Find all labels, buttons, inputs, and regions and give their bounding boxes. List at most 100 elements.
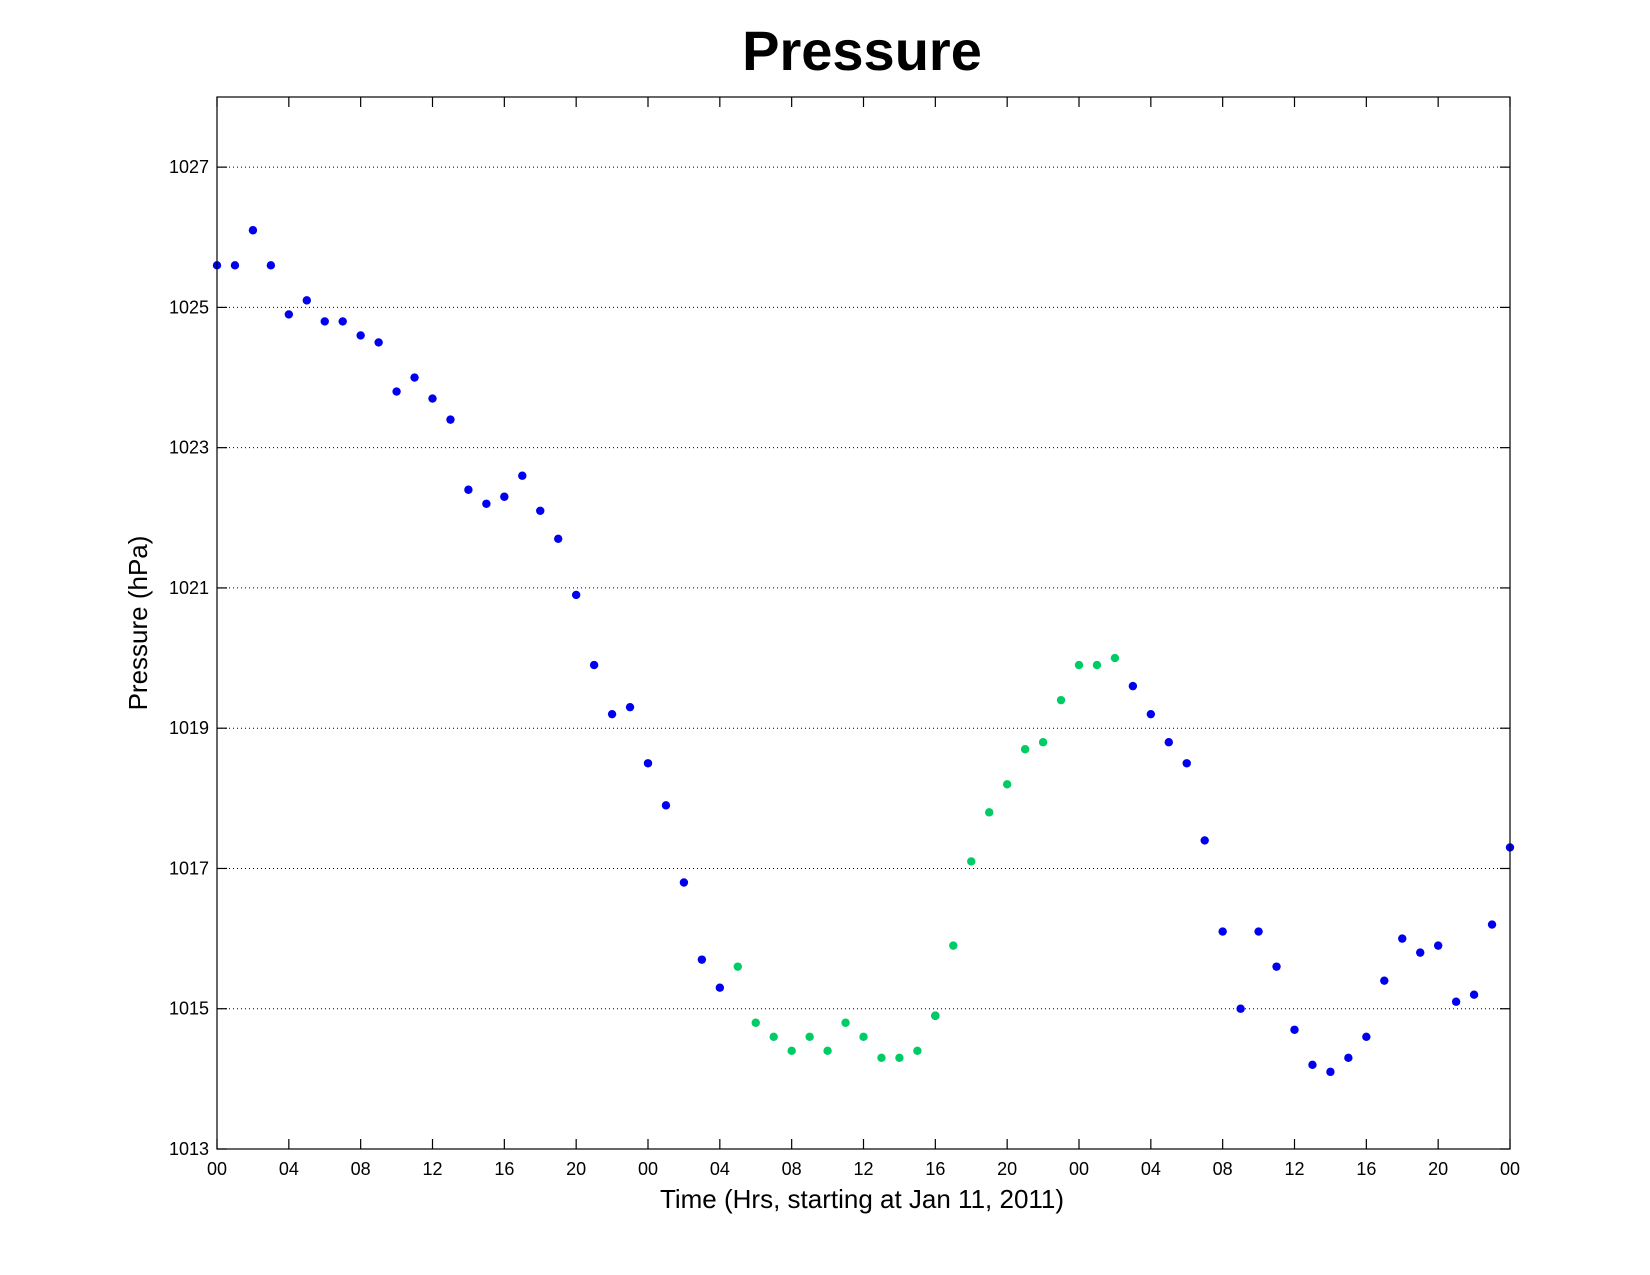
y-tick-label: 1013 <box>169 1139 209 1159</box>
data-point-series-2 <box>913 1046 922 1056</box>
data-point-series-1 <box>266 261 276 270</box>
data-point-series-2 <box>859 1032 868 1041</box>
x-tick-label: 20 <box>997 1159 1017 1179</box>
x-tick-label: 08 <box>351 1159 371 1179</box>
data-point-series-1 <box>536 506 545 515</box>
x-tick-label: 12 <box>422 1159 442 1179</box>
data-point-series-2 <box>1038 738 1048 747</box>
data-point-series-1 <box>284 310 294 319</box>
x-axis-label: Time (Hrs, starting at Jan 11, 2011) <box>660 1184 1064 1214</box>
data-point-series-1 <box>1164 738 1173 747</box>
x-tick-label: 00 <box>1069 1159 1089 1179</box>
data-point-series-1 <box>607 709 617 719</box>
data-point-series-2 <box>1020 745 1030 754</box>
x-tick-label: 00 <box>207 1159 227 1179</box>
data-point-series-1 <box>1290 1025 1299 1034</box>
data-point-series-1 <box>464 485 473 494</box>
x-tick-label: 12 <box>1284 1159 1304 1179</box>
data-point-series-2 <box>1074 660 1084 670</box>
data-point-series-1 <box>1182 759 1191 768</box>
x-tick-label: 16 <box>1356 1159 1376 1179</box>
y-tick-label: 1021 <box>169 578 209 598</box>
data-point-series-1 <box>1326 1067 1335 1077</box>
data-point-series-1 <box>715 983 725 992</box>
x-tick-label: 04 <box>1141 1159 1161 1179</box>
data-point-series-1 <box>1146 709 1156 719</box>
data-points <box>212 226 1515 1077</box>
data-point-series-1 <box>1433 941 1443 950</box>
data-point-series-1 <box>518 471 527 480</box>
data-point-series-1 <box>697 955 707 964</box>
data-point-series-1 <box>1416 948 1425 957</box>
data-point-series-1 <box>248 226 258 235</box>
data-point-series-2 <box>1110 653 1120 663</box>
x-tick-label: 04 <box>710 1159 730 1179</box>
grid-lines <box>217 166 1510 1010</box>
data-point-series-2 <box>787 1046 796 1056</box>
data-point-series-1 <box>428 394 437 403</box>
data-point-series-2 <box>769 1032 778 1041</box>
data-point-series-1 <box>482 499 491 508</box>
y-tick-label: 1015 <box>169 999 209 1019</box>
x-tick-label: 16 <box>494 1159 514 1179</box>
x-tick-label: 04 <box>279 1159 299 1179</box>
y-tick-label: 1017 <box>169 858 209 878</box>
data-point-series-1 <box>1487 920 1497 929</box>
axis-ticks: 1013 1015 1017 1019 1021 1023 1025 1027 00 04 08 12… <box>169 97 1520 1179</box>
data-point-series-2 <box>967 857 976 866</box>
data-point-series-1 <box>661 801 671 810</box>
data-point-series-2 <box>751 1018 760 1027</box>
y-tick-label: 1019 <box>169 718 209 738</box>
data-point-series-1 <box>1398 934 1407 943</box>
data-point-series-1 <box>643 759 653 768</box>
data-point-series-2 <box>931 1011 940 1020</box>
data-point-series-1 <box>356 331 365 340</box>
y-tick-label: 1025 <box>169 297 209 317</box>
data-point-series-1 <box>320 317 329 326</box>
data-point-series-1 <box>302 296 311 305</box>
x-tick-label: 08 <box>1213 1159 1233 1179</box>
data-point-series-1 <box>589 660 599 670</box>
data-point-series-2 <box>985 808 994 817</box>
data-point-series-1 <box>554 534 563 544</box>
x-tick-label: 00 <box>1500 1159 1520 1179</box>
data-point-series-2 <box>1002 780 1012 789</box>
y-axis-label: Pressure (hPa) <box>123 536 153 711</box>
data-point-series-1 <box>1218 927 1227 936</box>
data-point-series-1 <box>410 373 419 382</box>
x-tick-label: 12 <box>853 1159 873 1179</box>
data-point-series-1 <box>1128 681 1138 691</box>
data-point-series-1 <box>1308 1060 1317 1070</box>
data-point-series-1 <box>679 878 689 887</box>
x-tick-label: 20 <box>1428 1159 1448 1179</box>
data-point-series-2 <box>733 962 742 971</box>
data-point-series-1 <box>500 492 509 501</box>
data-point-series-2 <box>1056 695 1066 705</box>
data-point-series-2 <box>823 1046 832 1056</box>
data-point-series-1 <box>1200 836 1209 845</box>
data-point-series-1 <box>392 387 401 396</box>
data-point-series-1 <box>1380 976 1389 985</box>
data-point-series-2 <box>877 1053 886 1063</box>
x-tick-label: 16 <box>925 1159 945 1179</box>
data-point-series-2 <box>895 1053 904 1063</box>
data-point-series-2 <box>949 941 958 950</box>
chart-title: Pressure <box>742 19 982 82</box>
data-point-series-1 <box>1236 1004 1245 1013</box>
data-point-series-2 <box>841 1018 850 1027</box>
plot-area-frame <box>216 96 1511 1150</box>
data-point-series-1 <box>1362 1032 1371 1041</box>
data-point-series-1 <box>625 702 635 712</box>
x-tick-label: 08 <box>782 1159 802 1179</box>
data-point-series-2 <box>805 1032 814 1041</box>
data-point-series-1 <box>1272 962 1281 971</box>
y-tick-label: 1027 <box>169 157 209 177</box>
y-tick-label: 1023 <box>169 438 209 458</box>
data-point-series-1 <box>374 338 383 347</box>
x-tick-label: 00 <box>638 1159 658 1179</box>
data-point-series-1 <box>1254 927 1263 936</box>
x-tick-label: 20 <box>566 1159 586 1179</box>
data-point-series-1 <box>1469 990 1479 999</box>
data-point-series-1 <box>1344 1053 1353 1063</box>
